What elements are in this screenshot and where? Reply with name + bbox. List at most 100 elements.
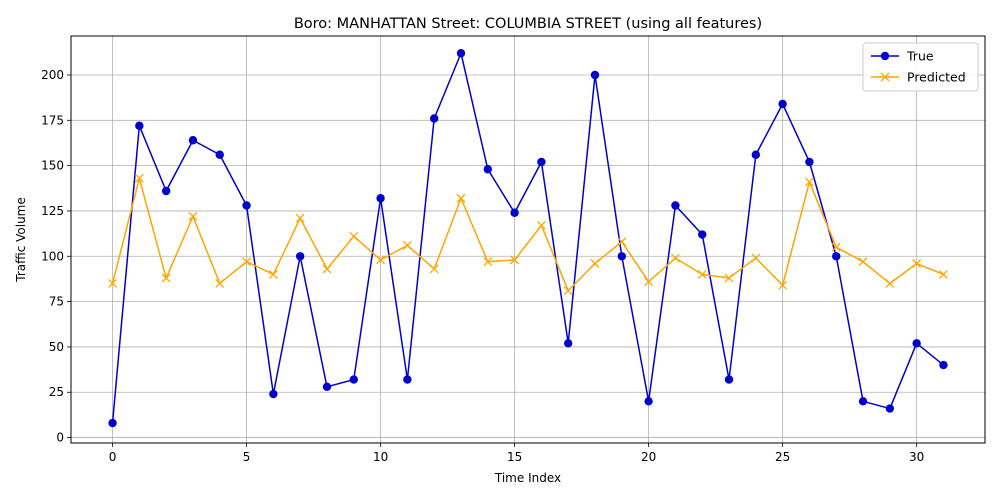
data-point-predicted [242, 257, 252, 267]
data-point-predicted [322, 264, 332, 274]
x-axis-label: Time Index [494, 471, 561, 485]
data-point-predicted [536, 220, 546, 230]
data-point-predicted [590, 259, 600, 268]
grid-lines [71, 36, 985, 443]
axis-ticks: 0 5 10 15 20 25 30 0 25 50 75 100 125 150 175 200 [41, 68, 924, 464]
x-tick-label: 15 [507, 450, 522, 464]
data-point-predicted [483, 257, 493, 267]
y-tick-label: 50 [49, 340, 64, 354]
data-point-predicted [456, 193, 466, 203]
data-point-true [858, 397, 868, 406]
data-point-predicted [134, 173, 144, 183]
data-point-true [135, 121, 144, 130]
x-tick-label: 0 [109, 450, 117, 464]
data-point-true [939, 360, 948, 370]
x-tick-label: 25 [775, 450, 790, 464]
data-point-true [322, 382, 332, 391]
data-point-true [564, 339, 573, 348]
data-point-predicted [563, 286, 573, 296]
data-point-predicted [831, 242, 841, 252]
data-point-true [805, 157, 814, 167]
data-point-true [617, 252, 627, 261]
data-point-predicted [724, 273, 734, 283]
data-point-true [510, 208, 519, 217]
legend: True Predicted [862, 42, 979, 92]
data-point-true [188, 136, 198, 145]
data-point-predicted [295, 213, 305, 223]
data-point-predicted [804, 177, 814, 187]
plot-frame [70, 35, 986, 444]
data-point-predicted [751, 253, 761, 263]
legend-marker [880, 72, 890, 82]
data-point-predicted [376, 255, 386, 265]
data-point-true [912, 339, 921, 348]
data-point-predicted [670, 253, 680, 263]
data-point-true [376, 194, 385, 203]
data-point-true [295, 252, 305, 261]
y-tick-label: 125 [41, 204, 64, 218]
data-point-true [698, 230, 707, 239]
data-point-predicted [161, 273, 171, 283]
data-point-predicted [912, 259, 922, 268]
data-point-true [671, 201, 680, 210]
data-point-true [778, 99, 787, 109]
series-line-predicted [111, 177, 944, 292]
y-axis-label: Traffic Volume [14, 197, 28, 283]
data-point-true [483, 165, 492, 174]
y-tick-label: 75 [49, 295, 64, 309]
data-point-predicted [644, 277, 654, 287]
data-point-true [429, 114, 439, 123]
data-point-true [108, 418, 117, 428]
x-tick-label: 10 [373, 450, 388, 464]
data-point-true [751, 150, 761, 159]
series-layer [108, 49, 948, 428]
data-point-predicted [510, 255, 520, 265]
y-tick-label: 0 [56, 431, 64, 445]
data-point-true [215, 150, 224, 159]
legend-box [862, 42, 979, 92]
y-tick-label: 100 [41, 249, 64, 263]
x-tick-label: 20 [641, 450, 656, 464]
data-point-true [537, 157, 546, 167]
y-tick-label: 200 [41, 68, 64, 82]
data-point-true [832, 252, 841, 261]
chart-title: Boro: MANHATTAN Street: COLUMBIA STREET … [294, 16, 762, 32]
data-point-predicted [188, 211, 198, 221]
data-point-true [590, 70, 600, 80]
data-point-predicted [215, 279, 225, 288]
data-point-predicted [349, 231, 359, 241]
data-point-predicted [268, 269, 278, 279]
data-point-predicted [617, 237, 627, 247]
legend-label: Predicted [907, 70, 966, 85]
data-point-true [644, 397, 653, 406]
data-point-true [242, 201, 251, 210]
data-point-true [456, 49, 466, 58]
data-point-predicted [858, 257, 868, 267]
legend-marker [880, 51, 890, 61]
y-tick-label: 25 [49, 385, 64, 399]
data-point-true [349, 375, 358, 384]
y-tick-label: 150 [41, 159, 64, 173]
data-point-predicted [697, 269, 707, 279]
legend-label: True [906, 49, 934, 64]
series-true [108, 49, 948, 428]
data-point-predicted [108, 279, 118, 288]
x-tick-label: 5 [243, 450, 251, 464]
data-point-predicted [938, 269, 948, 279]
data-point-true [403, 375, 412, 384]
legend-entry-predicted: Predicted [871, 70, 966, 85]
data-point-true [724, 375, 734, 384]
data-point-predicted [402, 240, 412, 250]
data-point-predicted [429, 264, 439, 274]
data-point-true [885, 404, 895, 413]
legend-entry-true: True [871, 49, 934, 64]
x-tick-label: 30 [909, 450, 924, 464]
series-predicted [108, 173, 948, 296]
series-line-true [111, 52, 944, 424]
data-point-predicted [885, 279, 895, 288]
y-tick-label: 175 [41, 113, 64, 127]
data-point-true [269, 389, 278, 399]
data-point-predicted [778, 280, 788, 290]
data-point-true [161, 186, 171, 196]
